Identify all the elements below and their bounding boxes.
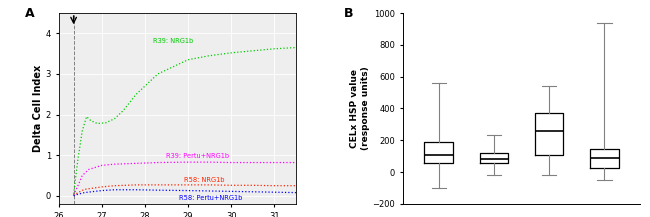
Y-axis label: Delta Cell Index: Delta Cell Index xyxy=(32,65,43,152)
Text: R39: Pertu+NRG1b: R39: Pertu+NRG1b xyxy=(166,153,229,159)
Text: R39: NRG1b: R39: NRG1b xyxy=(153,38,194,44)
Text: B: B xyxy=(343,7,353,20)
Text: R58: Pertu+NRG1b: R58: Pertu+NRG1b xyxy=(179,195,242,201)
Text: R58: NRG1b: R58: NRG1b xyxy=(184,178,224,183)
Text: A: A xyxy=(25,7,35,20)
Y-axis label: CELx HSP value
(response units): CELx HSP value (response units) xyxy=(350,67,370,150)
